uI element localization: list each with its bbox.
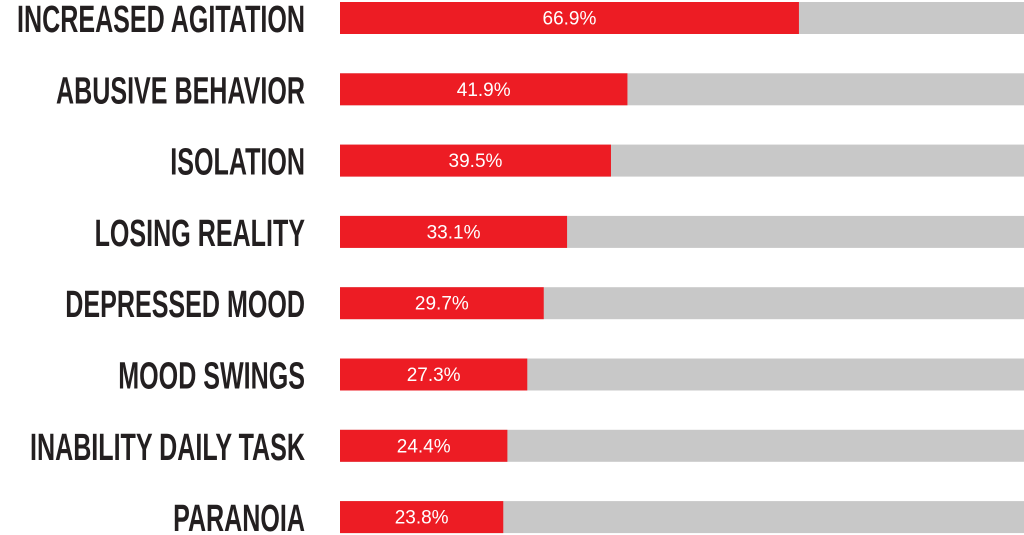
category-label: LOSING REALITY xyxy=(95,213,305,255)
value-label: 27.3% xyxy=(407,365,461,386)
value-label: 24.4% xyxy=(397,436,451,457)
bar xyxy=(340,2,799,34)
value-label: 39.5% xyxy=(449,151,503,172)
category-label: INCREASED AGITATION xyxy=(17,0,305,41)
bar xyxy=(340,73,628,106)
bar xyxy=(340,144,611,177)
value-label: 66.9% xyxy=(543,9,597,30)
bar xyxy=(340,501,504,534)
bar xyxy=(340,215,568,248)
category-label: INABILITY DAILY TASK xyxy=(30,427,305,469)
value-label: 33.1% xyxy=(427,222,481,243)
category-label: ABUSIVE BEHAVIOR xyxy=(56,70,305,112)
bar xyxy=(340,287,544,320)
value-label: 41.9% xyxy=(457,80,511,101)
category-label: PARANOIA xyxy=(173,498,305,535)
category-label: DEPRESSED MOOD xyxy=(65,284,305,326)
value-label: 29.7% xyxy=(415,294,469,315)
bar xyxy=(340,429,508,462)
category-label: MOOD SWINGS xyxy=(118,356,305,398)
value-label: 23.8% xyxy=(395,508,449,529)
category-label: ISOLATION xyxy=(170,142,305,184)
bar xyxy=(340,358,528,391)
